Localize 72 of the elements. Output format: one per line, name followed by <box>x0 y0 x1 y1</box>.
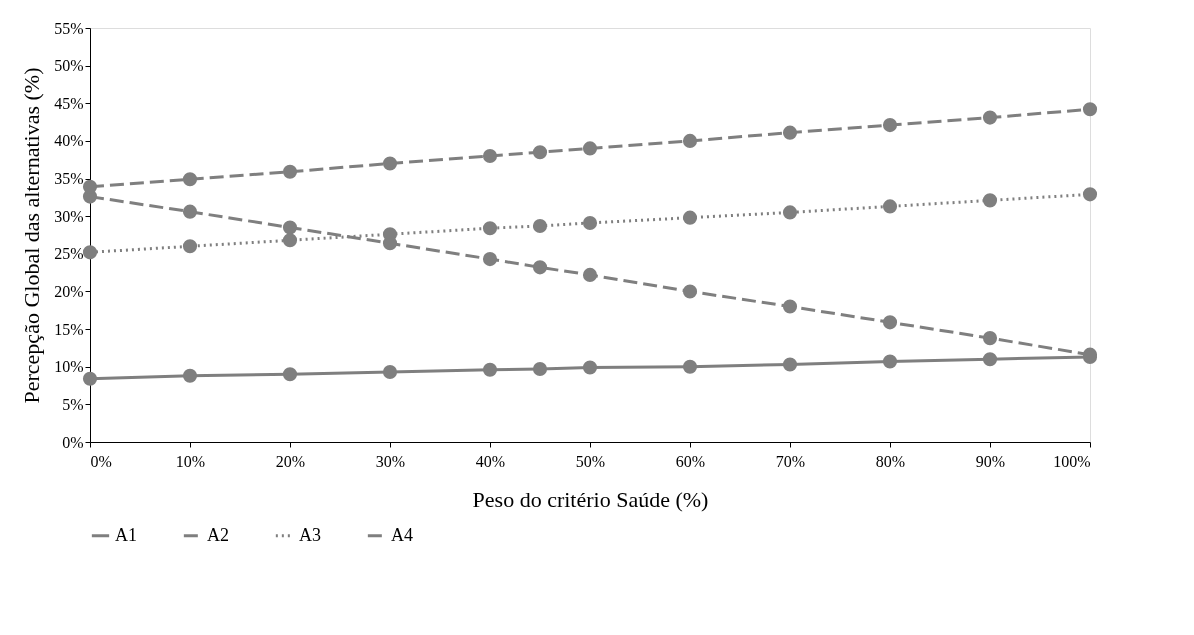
point <box>1082 102 1098 117</box>
x-tick-label: 40% <box>475 452 506 470</box>
legend-label: A4 <box>391 524 413 545</box>
y-tick-label: 10% <box>54 358 84 376</box>
point <box>682 359 698 374</box>
point <box>182 204 198 219</box>
y-tick-label: 0% <box>62 433 84 451</box>
point <box>532 218 548 234</box>
y-tick-label: 30% <box>54 207 84 225</box>
x-tick-label: 50% <box>575 452 606 470</box>
point <box>682 284 698 299</box>
y-tick-label: 25% <box>54 245 84 263</box>
y-axis-title: Percepção Global das alternativas (%) <box>19 67 45 404</box>
legend-label: A1 <box>115 524 137 545</box>
x-tick-label: 0% <box>90 452 112 470</box>
x-tick-label: 100% <box>1053 452 1091 470</box>
legend-label: A2 <box>207 524 229 545</box>
point <box>882 354 898 369</box>
point <box>282 164 298 179</box>
point <box>482 252 498 267</box>
point <box>982 331 998 346</box>
y-tick-label: 35% <box>54 170 84 188</box>
point <box>82 245 98 260</box>
point <box>782 125 798 140</box>
point <box>1082 187 1098 202</box>
y-tick-label: 45% <box>54 94 84 112</box>
point <box>282 367 298 382</box>
point <box>782 357 798 372</box>
point <box>282 220 298 235</box>
point <box>82 179 98 194</box>
point <box>282 233 298 248</box>
x-axis-title: Peso do critério Saúde (%) <box>472 486 709 512</box>
y-tick-label: 50% <box>54 57 84 75</box>
x-tick-label: 70% <box>775 452 806 470</box>
point <box>482 148 498 164</box>
point <box>482 221 498 236</box>
point <box>482 362 498 377</box>
point <box>582 215 598 231</box>
x-tick-label: 60% <box>675 452 706 470</box>
point <box>532 145 548 160</box>
point <box>982 193 998 208</box>
point <box>582 267 598 282</box>
point <box>382 364 398 380</box>
point <box>582 360 598 375</box>
point <box>782 205 798 220</box>
point <box>982 352 998 367</box>
point <box>882 199 898 214</box>
point <box>532 361 548 377</box>
point <box>182 368 198 383</box>
point <box>382 156 398 171</box>
point <box>682 210 698 225</box>
point <box>982 110 998 125</box>
y-tick-label: 55% <box>54 19 84 37</box>
point <box>182 239 198 254</box>
point <box>682 133 698 148</box>
point <box>882 315 898 330</box>
x-tick-label: 30% <box>375 452 406 470</box>
y-tick-label: 20% <box>54 282 84 300</box>
legend-label: A3 <box>299 524 321 545</box>
y-tick-label: 5% <box>62 395 84 413</box>
point <box>532 260 548 275</box>
x-tick-label: 80% <box>875 452 906 470</box>
x-tick-label: 10% <box>175 452 206 470</box>
x-tick-label: 20% <box>275 452 306 470</box>
point <box>882 118 898 133</box>
point <box>82 371 98 386</box>
y-tick-label: 40% <box>54 132 84 150</box>
x-tick-label: 90% <box>975 452 1006 470</box>
point <box>582 141 598 156</box>
point <box>182 172 198 187</box>
point <box>782 299 798 314</box>
y-tick-label: 15% <box>54 320 84 338</box>
